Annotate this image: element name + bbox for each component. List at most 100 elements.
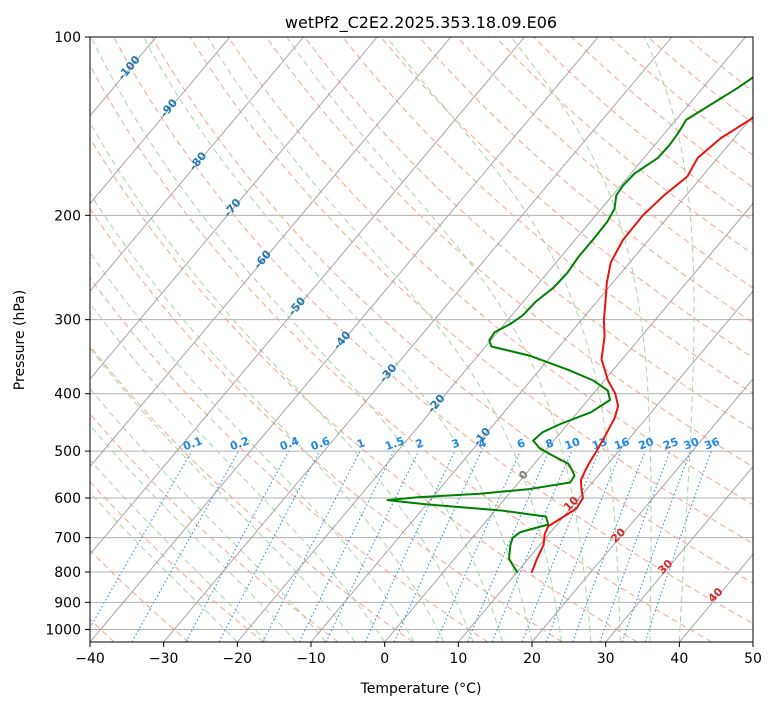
- mixing-ratio-line: [218, 450, 320, 642]
- y-tick-label: 500: [54, 444, 81, 460]
- mixing-ratio-label: 0.6: [309, 434, 332, 453]
- dry-adiabat: [418, 37, 753, 324]
- isotherm-line: [163, 37, 673, 642]
- isotherm-line: [90, 37, 378, 380]
- mixing-ratio-line: [572, 450, 646, 642]
- mixing-ratio-label: 0.1: [181, 434, 204, 453]
- isotherm-line: [531, 378, 753, 642]
- mixing-ratio-label: 6: [515, 436, 527, 451]
- moist-adiabat: [510, 37, 652, 642]
- mixing-ratio-label: 3: [450, 436, 462, 451]
- y-tick-label: 400: [54, 387, 81, 403]
- isotherm-line: [90, 37, 304, 292]
- mixing-ratio-label: 30: [682, 435, 701, 453]
- y-tick-label: 700: [54, 531, 81, 547]
- dry-adiabat: [151, 37, 753, 584]
- isotherm-line: [752, 641, 753, 642]
- mixing-ratio-label: 25: [661, 435, 680, 452]
- x-tick-label: −40: [75, 651, 105, 667]
- mixing-ratio-line: [262, 450, 361, 642]
- y-tick-label: 300: [54, 313, 81, 329]
- profile-series: [386, 76, 753, 573]
- y-tick-label: 600: [54, 491, 81, 507]
- isotherm-line: [605, 465, 753, 642]
- y-tick-label: 1000: [45, 622, 81, 638]
- dry-adiabat: [265, 37, 753, 468]
- mixing-ratio-line: [435, 450, 521, 642]
- mixing-ratio-label: 8: [544, 436, 556, 451]
- moist-adiabat: [90, 121, 474, 642]
- x-tick-label: 10: [449, 651, 467, 667]
- moist-adiabat: [90, 251, 415, 642]
- dry-adiabat: [90, 137, 638, 642]
- background-grid: [90, 37, 753, 630]
- mixing-ratio-label: 20: [637, 435, 656, 453]
- moist-adiabat: [90, 302, 386, 642]
- x-tick-label: 30: [597, 651, 615, 667]
- mixing-ratio-line: [185, 450, 290, 642]
- moist-adiabat: [90, 37, 503, 642]
- x-tick-label: 40: [670, 651, 688, 667]
- x-tick-label: 20: [523, 651, 541, 667]
- moist-adiabat: [143, 37, 533, 642]
- y-tick-label: 100: [54, 30, 81, 46]
- mixing-ratio-label: 10: [563, 435, 582, 453]
- y-axis: 100 200 300 400 500 600 700 800 900 1000: [45, 30, 90, 638]
- moist-adiabats: [90, 37, 695, 642]
- dry-adiabat: [90, 64, 712, 642]
- dry-adiabat: [113, 37, 753, 625]
- x-tick-label: −30: [149, 651, 179, 667]
- plot-area: [90, 37, 753, 642]
- dry-adiabat: [90, 549, 190, 642]
- dry-adiabat: [456, 37, 753, 289]
- mixing-ratio-label: 2: [414, 436, 426, 451]
- isotherm-line: [90, 37, 231, 205]
- moist-adiabat: [90, 192, 445, 642]
- isotherm-line: [90, 37, 452, 468]
- y-tick-label: 900: [54, 595, 81, 611]
- isotherm-line: [236, 37, 746, 642]
- dewpoint-line: [386, 76, 753, 573]
- moist-adiabat: [207, 37, 562, 642]
- mixing-ratio-label: 1: [355, 436, 367, 451]
- plot-frame: [89, 36, 754, 643]
- dry-adiabat: [90, 276, 488, 642]
- moist-adiabat: [643, 37, 695, 642]
- mixing-ratio-line: [298, 450, 395, 642]
- y-tick-label: 800: [54, 565, 81, 581]
- y-axis-title: Pressure (hPa): [12, 290, 28, 390]
- mixing-ratio-label: 1.5: [383, 434, 406, 453]
- isotherm-line: [90, 37, 599, 642]
- y-tick-label: 200: [54, 208, 81, 224]
- mixing-ratio-label: 36: [703, 435, 722, 453]
- x-axis: −40 −30 −20 −10 0 10 20 30 40 50: [75, 642, 762, 667]
- mixing-ratio-label: 0.4: [278, 434, 301, 453]
- mixing-ratio-label: 4: [476, 436, 488, 451]
- mixing-ratio-line: [621, 450, 691, 642]
- isotherm-line: [384, 202, 753, 642]
- isotherm-line: [90, 37, 525, 556]
- mixing-ratio-line: [545, 450, 622, 642]
- moist-adiabat: [386, 37, 621, 642]
- mixing-ratio-label: 16: [612, 435, 631, 453]
- moist-adiabat: [286, 37, 592, 642]
- mixing-ratio-line: [467, 450, 550, 642]
- x-tick-label: −20: [223, 651, 253, 667]
- isotherm-line: [0, 37, 9, 642]
- x-axis-title: Temperature (°C): [360, 681, 482, 697]
- x-tick-label: −10: [296, 651, 326, 667]
- mixing-ratio-line: [599, 450, 671, 642]
- moist-adiabat: [90, 347, 356, 642]
- x-tick-label: 50: [744, 651, 762, 667]
- mixing-ratio-line: [644, 450, 712, 642]
- moist-adiabat: [90, 387, 327, 642]
- mixing-ratio-label: 0.2: [228, 434, 251, 453]
- dry-adiabat: [90, 345, 414, 642]
- chart-title: wetPf2_C2E2.2025.353.18.09.E06: [285, 13, 557, 33]
- mixing-ratio-line: [521, 450, 600, 642]
- dry-adiabat: [227, 37, 753, 506]
- isotherm-line: [310, 115, 753, 642]
- temperature-line: [530, 116, 753, 573]
- x-tick-label: 0: [380, 651, 389, 667]
